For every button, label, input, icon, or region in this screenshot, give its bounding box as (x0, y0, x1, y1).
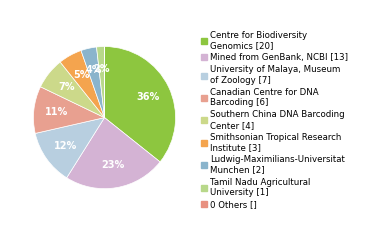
Text: 23%: 23% (101, 160, 124, 170)
Wedge shape (35, 118, 104, 178)
Text: 36%: 36% (136, 92, 160, 102)
Text: 5%: 5% (73, 70, 89, 80)
Text: 7%: 7% (59, 83, 75, 92)
Wedge shape (67, 118, 160, 189)
Legend: Centre for Biodiversity
Genomics [20], Mined from GenBank, NCBI [13], University: Centre for Biodiversity Genomics [20], M… (201, 31, 348, 209)
Wedge shape (60, 51, 104, 118)
Text: 2%: 2% (93, 64, 110, 74)
Text: 11%: 11% (45, 107, 68, 117)
Wedge shape (41, 62, 105, 118)
Wedge shape (33, 87, 105, 133)
Text: 4%: 4% (86, 66, 102, 76)
Wedge shape (81, 47, 104, 118)
Text: 12%: 12% (54, 141, 77, 150)
Wedge shape (105, 47, 176, 162)
Wedge shape (97, 47, 104, 118)
